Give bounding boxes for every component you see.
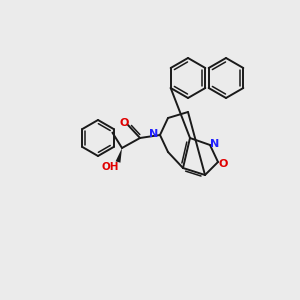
Text: O: O: [119, 118, 129, 128]
Text: O: O: [218, 159, 228, 169]
Text: N: N: [149, 129, 159, 139]
Polygon shape: [116, 148, 122, 163]
Text: OH: OH: [101, 162, 119, 172]
Text: N: N: [210, 139, 220, 149]
